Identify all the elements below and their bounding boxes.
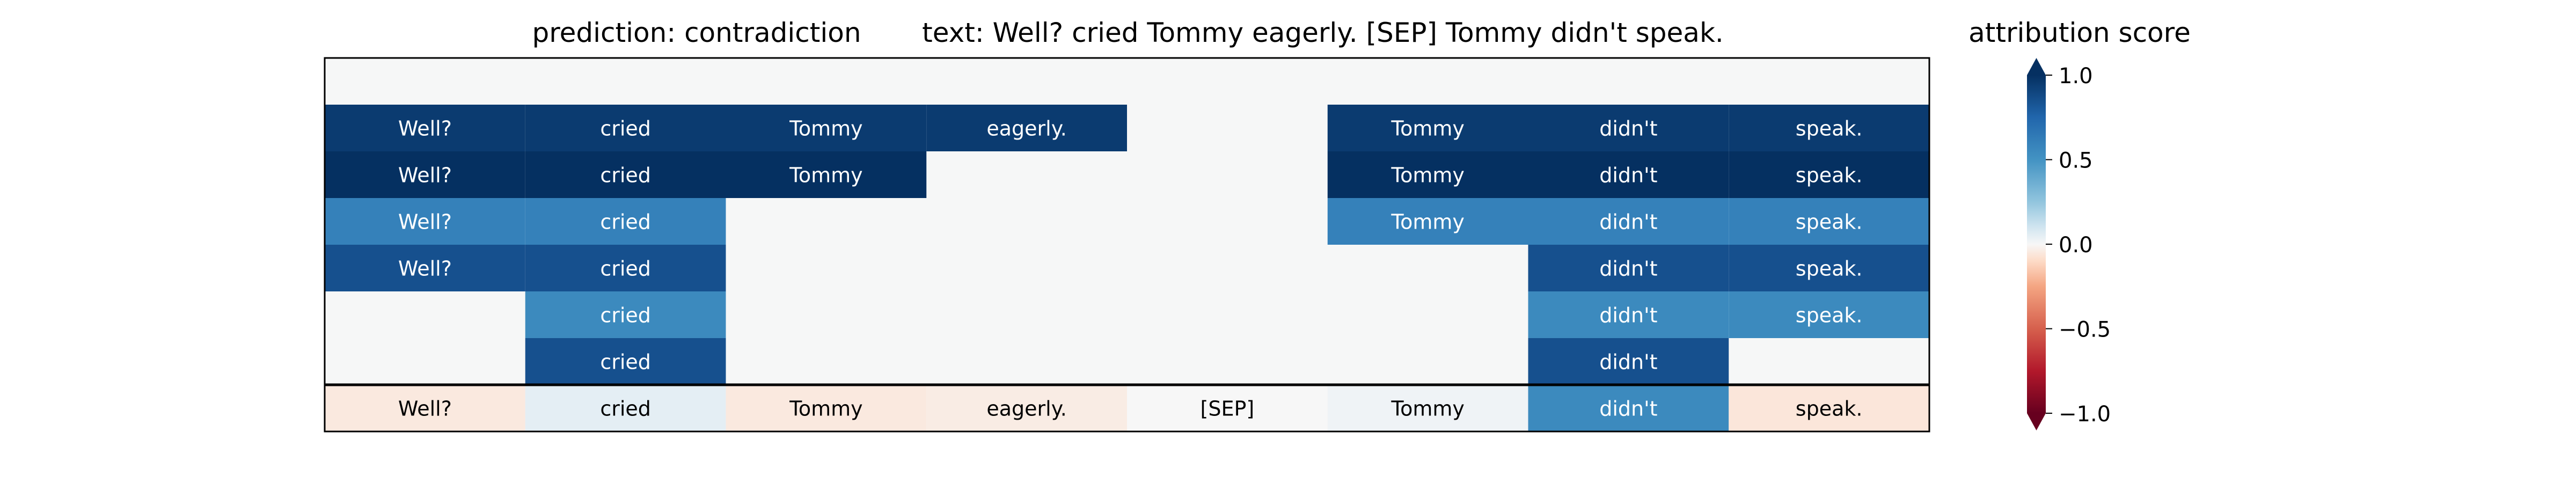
heatmap-cell xyxy=(525,151,726,198)
token-label: Tommy xyxy=(1391,397,1465,421)
text-title: text: Well? cried Tommy eagerly. [SEP] T… xyxy=(922,17,1724,48)
heatmap-cell xyxy=(1528,245,1729,291)
token-attribution-cell xyxy=(325,385,525,431)
colorbar-tick-label: −0.5 xyxy=(2059,318,2111,342)
cell-token-label: cried xyxy=(600,210,651,234)
prediction-title: prediction: contradiction xyxy=(532,17,861,48)
cell-token-label: Tommy xyxy=(789,117,863,141)
cell-token-label: cried xyxy=(600,350,651,374)
cell-token-label: didn't xyxy=(1599,257,1657,281)
cell-token-label: didn't xyxy=(1599,350,1657,374)
cell-token-label: speak. xyxy=(1796,210,1863,234)
heatmap-cell xyxy=(325,245,525,291)
cell-token-label: Tommy xyxy=(1391,210,1465,234)
colorbar-tick-label: 1.0 xyxy=(2059,64,2093,89)
heatmap-cell xyxy=(1729,151,1929,198)
heatmap-cell xyxy=(1729,291,1929,338)
token-label: cried xyxy=(600,397,651,421)
cell-token-label: speak. xyxy=(1796,117,1863,141)
cell-token-label: Well? xyxy=(398,117,452,141)
cell-token-label: Well? xyxy=(398,164,452,187)
heatmap-cell xyxy=(1327,198,1528,245)
cell-token-label: speak. xyxy=(1796,164,1863,187)
heatmap-cell xyxy=(726,105,927,151)
cell-token-label: cried xyxy=(600,257,651,281)
cell-token-label: didn't xyxy=(1599,304,1657,327)
heatmap-cell xyxy=(726,151,927,198)
heatmap-cell xyxy=(325,151,525,198)
heatmap-cell xyxy=(525,245,726,291)
cell-token-label: Tommy xyxy=(789,164,863,187)
heatmap-cell xyxy=(325,105,525,151)
heatmap-frame xyxy=(324,57,1930,433)
heatmap-cell xyxy=(1327,105,1528,151)
token-attribution-cell xyxy=(1327,385,1528,431)
cell-token-label: speak. xyxy=(1796,257,1863,281)
heatmap-cell xyxy=(1528,338,1729,385)
heatmap-cell xyxy=(1528,291,1729,338)
colorbar-tick-label: −1.0 xyxy=(2059,402,2111,427)
token-label: didn't xyxy=(1599,397,1657,421)
colorbar: 1.0 0.5 0.0 −0.5 −1.0 xyxy=(2027,58,2111,430)
colorbar-tick-label: 0.5 xyxy=(2059,149,2093,173)
heatmap-cell xyxy=(1729,105,1929,151)
heatmap-cell xyxy=(1528,198,1729,245)
colorbar-gradient xyxy=(2027,75,2046,413)
cell-token-label: cried xyxy=(600,304,651,327)
cell-token-label: eagerly. xyxy=(986,117,1067,141)
heatmap-cell xyxy=(1528,151,1729,198)
heatmap-cell xyxy=(1327,151,1528,198)
heatmap-cell xyxy=(1729,245,1929,291)
colorbar-extend-bottom xyxy=(2027,413,2046,430)
heatmap-cell xyxy=(325,198,525,245)
heatmap-cell xyxy=(1729,198,1929,245)
token-attribution-cell xyxy=(1127,385,1328,431)
cell-token-label: Well? xyxy=(398,210,452,234)
cell-token-label: speak. xyxy=(1796,304,1863,327)
cell-token-label: Tommy xyxy=(1391,164,1465,187)
token-attribution-cell xyxy=(926,385,1127,431)
token-label: Well? xyxy=(398,397,452,421)
cell-token-label: cried xyxy=(600,117,651,141)
cell-token-label: cried xyxy=(600,164,651,187)
token-attribution-cell xyxy=(525,385,726,431)
token-label: Tommy xyxy=(789,397,863,421)
token-attribution-cell xyxy=(726,385,927,431)
heatmap-cell xyxy=(525,338,726,385)
token-label: [SEP] xyxy=(1201,397,1255,421)
cell-token-label: Tommy xyxy=(1391,117,1465,141)
heatmap-cell xyxy=(1528,105,1729,151)
token-attribution-cell xyxy=(1528,385,1729,431)
colorbar-extend-top xyxy=(2027,58,2046,75)
colorbar-title: attribution score xyxy=(1968,17,2191,48)
heatmap-cell xyxy=(525,198,726,245)
heatmap-cell xyxy=(525,291,726,338)
token-label: eagerly. xyxy=(986,397,1067,421)
cell-token-label: didn't xyxy=(1599,117,1657,141)
heatmap-grid: Well? cried Tommy eagerly. Tommy didn't speak.… xyxy=(324,57,1930,433)
cell-token-label: Well? xyxy=(398,257,452,281)
heatmap-cell xyxy=(525,105,726,151)
cell-token-label: didn't xyxy=(1599,164,1657,187)
cell-token-label: didn't xyxy=(1599,210,1657,234)
colorbar-tick-label: 0.0 xyxy=(2059,233,2093,258)
heatmap-cell xyxy=(926,105,1127,151)
token-label: speak. xyxy=(1796,397,1863,421)
token-attribution-cell xyxy=(1729,385,1929,431)
